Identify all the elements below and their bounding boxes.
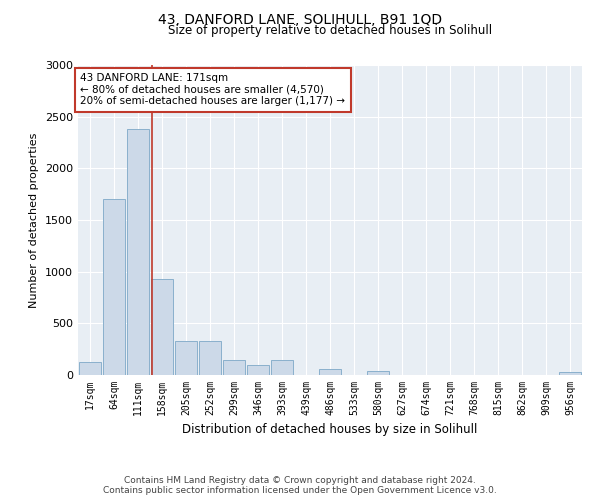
Text: Contains HM Land Registry data © Crown copyright and database right 2024.
Contai: Contains HM Land Registry data © Crown c… <box>103 476 497 495</box>
Bar <box>103 200 125 375</box>
Bar <box>367 372 389 375</box>
Bar <box>79 362 101 375</box>
Text: 43 DANFORD LANE: 171sqm
← 80% of detached houses are smaller (4,570)
20% of semi: 43 DANFORD LANE: 171sqm ← 80% of detache… <box>80 74 346 106</box>
Y-axis label: Number of detached properties: Number of detached properties <box>29 132 40 308</box>
Bar <box>223 360 245 375</box>
Bar <box>127 129 149 375</box>
Text: 43, DANFORD LANE, SOLIHULL, B91 1QD: 43, DANFORD LANE, SOLIHULL, B91 1QD <box>158 12 442 26</box>
Bar <box>271 360 293 375</box>
X-axis label: Distribution of detached houses by size in Solihull: Distribution of detached houses by size … <box>182 424 478 436</box>
Bar <box>247 365 269 375</box>
Bar <box>559 372 581 375</box>
Title: Size of property relative to detached houses in Solihull: Size of property relative to detached ho… <box>168 24 492 38</box>
Bar <box>199 341 221 375</box>
Bar <box>151 279 173 375</box>
Bar <box>175 341 197 375</box>
Bar <box>319 370 341 375</box>
